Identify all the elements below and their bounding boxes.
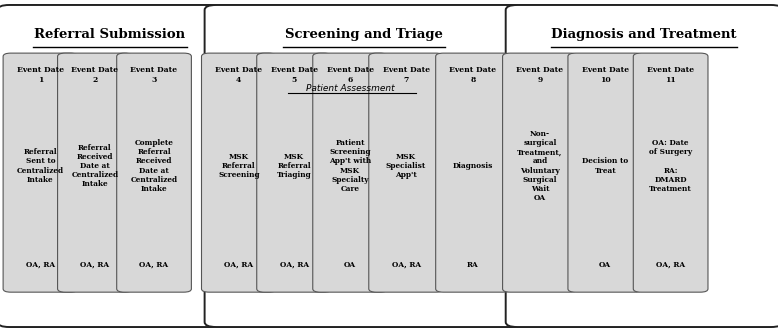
Text: OA: OA (599, 261, 612, 269)
FancyBboxPatch shape (436, 53, 510, 292)
Text: OA, RA: OA, RA (80, 261, 110, 269)
Text: OA, RA: OA, RA (391, 261, 421, 269)
Text: RA: RA (467, 261, 479, 269)
Text: Event Date
4: Event Date 4 (216, 66, 262, 84)
FancyBboxPatch shape (506, 5, 778, 327)
FancyBboxPatch shape (205, 5, 524, 327)
Text: Event Date
6: Event Date 6 (327, 66, 373, 84)
FancyBboxPatch shape (0, 5, 222, 327)
Text: Referral
Sent to
Centralized
Intake: Referral Sent to Centralized Intake (17, 148, 64, 184)
Text: OA: Date
of Surgery

RA:
DMARD
Treatment: OA: Date of Surgery RA: DMARD Treatment (649, 139, 692, 193)
Text: OA, RA: OA, RA (279, 261, 309, 269)
Text: Event Date
9: Event Date 9 (517, 66, 563, 84)
Text: OA, RA: OA, RA (139, 261, 169, 269)
Text: Screening and Triage: Screening and Triage (286, 28, 443, 42)
Text: Event Date
7: Event Date 7 (383, 66, 429, 84)
Text: OA, RA: OA, RA (224, 261, 254, 269)
FancyBboxPatch shape (257, 53, 331, 292)
Text: Event Date
10: Event Date 10 (582, 66, 629, 84)
Text: Event Date
11: Event Date 11 (647, 66, 694, 84)
Text: Referral Submission: Referral Submission (34, 28, 185, 42)
Text: Event Date
3: Event Date 3 (131, 66, 177, 84)
Text: OA, RA: OA, RA (26, 261, 55, 269)
Text: Patient Assessment: Patient Assessment (306, 84, 394, 93)
Text: OA, RA: OA, RA (656, 261, 685, 269)
Text: Non-
surgical
Treatment,
and
Voluntary
Surgical
Wait
OA: Non- surgical Treatment, and Voluntary S… (517, 130, 562, 202)
FancyBboxPatch shape (313, 53, 387, 292)
Text: Event Date
5: Event Date 5 (271, 66, 317, 84)
Text: MSK
Referral
Triaging: MSK Referral Triaging (277, 153, 311, 179)
FancyBboxPatch shape (503, 53, 577, 292)
Text: Referral
Received
Date at
Centralized
Intake: Referral Received Date at Centralized In… (72, 144, 118, 188)
Polygon shape (43, 73, 759, 294)
Text: Event Date
2: Event Date 2 (72, 66, 118, 84)
Text: MSK
Specialist
App't: MSK Specialist App't (386, 153, 426, 179)
FancyBboxPatch shape (369, 53, 443, 292)
Text: Event Date
8: Event Date 8 (450, 66, 496, 84)
FancyBboxPatch shape (117, 53, 191, 292)
Text: OA: OA (344, 261, 356, 269)
Text: Decision to
Treat: Decision to Treat (582, 157, 629, 175)
FancyBboxPatch shape (202, 53, 276, 292)
FancyBboxPatch shape (568, 53, 643, 292)
FancyBboxPatch shape (3, 53, 78, 292)
FancyBboxPatch shape (633, 53, 708, 292)
Text: Event Date
1: Event Date 1 (17, 66, 64, 84)
Text: Diagnosis and Treatment: Diagnosis and Treatment (552, 28, 737, 42)
Text: Diagnosis: Diagnosis (453, 162, 493, 170)
FancyBboxPatch shape (58, 53, 132, 292)
Text: MSK
Referral
Screening: MSK Referral Screening (218, 153, 260, 179)
Text: Patient
Screening
App't with
MSK
Specialty
Care: Patient Screening App't with MSK Special… (329, 139, 371, 193)
Text: Complete
Referral
Received
Date at
Centralized
Intake: Complete Referral Received Date at Centr… (131, 139, 177, 193)
